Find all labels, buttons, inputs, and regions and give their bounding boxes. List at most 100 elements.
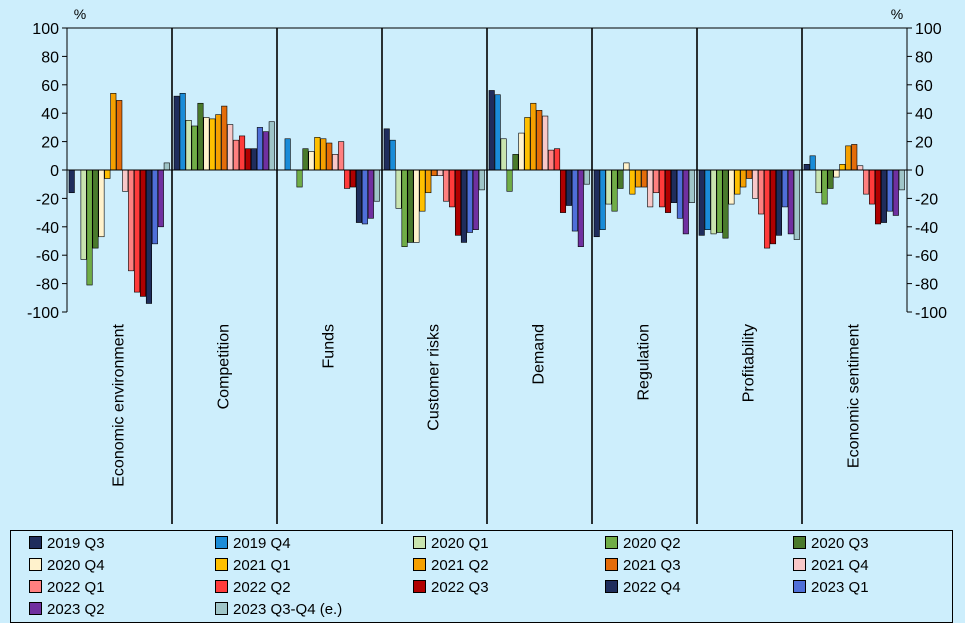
legend-item: 2020 Q1	[413, 535, 489, 553]
legend-item: 2023 Q2	[29, 601, 105, 619]
bar	[134, 169, 141, 293]
bar	[332, 154, 339, 171]
y-unit-right: %	[891, 6, 903, 22]
legend-label: 2020 Q2	[623, 535, 681, 552]
bar	[664, 169, 672, 213]
bar	[233, 139, 240, 171]
category-label: Competition	[216, 324, 233, 409]
bar	[122, 169, 129, 192]
bar	[203, 117, 210, 171]
y-tick-label-left: 100	[32, 21, 59, 38]
bar	[344, 169, 351, 189]
bar	[554, 148, 561, 171]
legend-label: 2021 Q3	[623, 557, 681, 574]
bar	[308, 151, 315, 171]
legend-swatch	[215, 536, 228, 549]
category-label: Economic sentiment	[846, 323, 863, 468]
category-label: Regulation	[636, 324, 653, 401]
bar	[139, 169, 147, 297]
category-labels: Economic environment Competition Funds Cust…	[111, 323, 863, 486]
bar	[688, 169, 695, 203]
bar	[478, 169, 485, 191]
y-tick-label-right: 20	[915, 135, 933, 152]
bar	[809, 155, 816, 171]
category-label: Profitability	[741, 324, 758, 402]
bar	[710, 169, 717, 235]
bar	[839, 164, 846, 171]
y-tick-label-right: 40	[915, 106, 933, 123]
bar	[898, 169, 905, 191]
category-label: Demand	[531, 324, 548, 384]
legend-swatch	[793, 536, 806, 549]
bar	[179, 93, 186, 171]
bar	[86, 169, 93, 286]
bar	[815, 169, 822, 194]
y-tick-label-right: -20	[915, 191, 938, 208]
y-tick-label-left: -40	[36, 220, 59, 237]
bar	[367, 169, 374, 219]
bar	[605, 169, 612, 205]
legend-label: 2020 Q3	[811, 535, 869, 552]
bar	[653, 169, 660, 194]
bar	[256, 127, 263, 171]
bar	[857, 165, 864, 171]
bar	[104, 169, 111, 179]
legend-label: 2023 Q1	[811, 579, 869, 596]
bar	[641, 169, 648, 188]
legend-label: 2022 Q4	[623, 579, 681, 596]
y-tick-label-left: -100	[27, 305, 59, 322]
y-tick-label-left: 40	[41, 106, 59, 123]
bar	[869, 169, 876, 205]
bar	[191, 125, 198, 171]
y-tick-label-left: 0	[50, 163, 59, 180]
legend-swatch	[793, 558, 806, 571]
legend-label: 2020 Q4	[47, 557, 105, 574]
bar	[239, 135, 246, 171]
bar	[250, 148, 257, 171]
bar	[734, 169, 741, 195]
legend-swatch	[605, 580, 618, 593]
bar	[116, 100, 123, 171]
y-tick-label-right: 60	[915, 78, 933, 95]
legend-item: 2022 Q1	[29, 579, 105, 597]
bar	[355, 169, 362, 223]
legend-item: 2019 Q3	[29, 535, 105, 553]
bar	[892, 169, 899, 216]
bar	[185, 120, 192, 171]
bar	[460, 169, 467, 243]
bar	[682, 169, 689, 235]
bar	[349, 169, 357, 188]
bar	[157, 169, 164, 228]
bar	[593, 169, 600, 238]
bar	[443, 169, 450, 202]
bar	[617, 169, 624, 189]
bar	[163, 162, 170, 171]
legend-item: 2021 Q4	[793, 557, 869, 575]
bar	[389, 139, 396, 171]
legend-label: 2022 Q3	[431, 579, 489, 596]
bar	[548, 149, 555, 171]
bar	[740, 169, 747, 188]
legend-swatch	[29, 580, 42, 593]
legend-label: 2021 Q1	[233, 557, 291, 574]
bar	[431, 169, 438, 176]
legend-item: 2023 Q3-Q4 (e.)	[215, 601, 342, 619]
bar	[793, 169, 800, 240]
y-tick-label-left: 60	[41, 78, 59, 95]
legend-label: 2021 Q4	[811, 557, 869, 574]
bar	[80, 169, 87, 260]
y-tick-label-right: 100	[915, 21, 942, 38]
bar	[512, 154, 519, 171]
bar	[221, 105, 228, 171]
bar	[698, 169, 705, 236]
bar	[361, 169, 368, 225]
bar	[314, 137, 321, 171]
category-label: Economic environment	[111, 323, 128, 486]
bar	[863, 169, 870, 195]
bar	[395, 169, 402, 209]
bar	[577, 169, 584, 247]
y-unit-left: %	[74, 6, 86, 22]
bar	[728, 169, 735, 205]
y-tick-label-left: -80	[36, 277, 59, 294]
y-tick-label-left: 80	[41, 49, 59, 66]
